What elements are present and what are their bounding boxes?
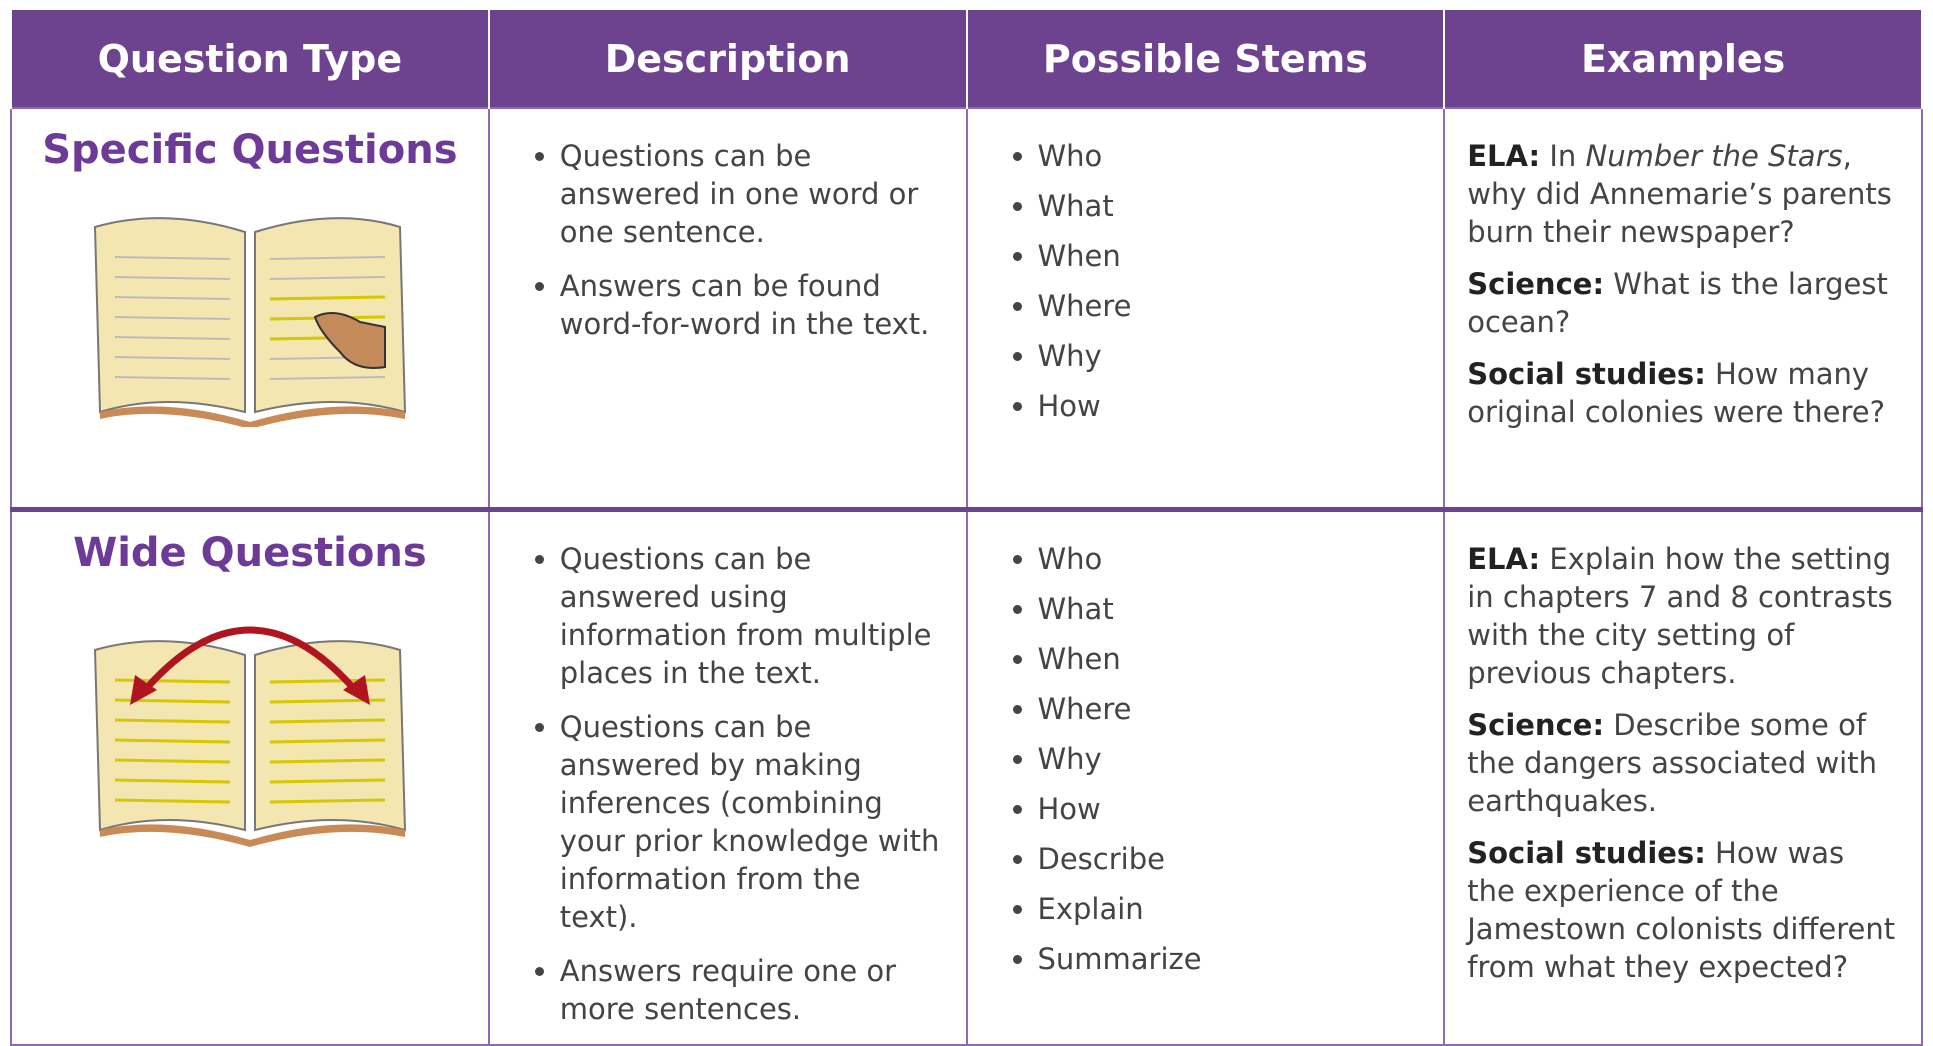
example-label: Science: <box>1467 708 1605 742</box>
example-label: ELA: <box>1467 139 1541 173</box>
column-header: Question Type <box>10 10 490 108</box>
description-item: Questions can be answered using informat… <box>560 540 944 692</box>
stem-item: What <box>1038 590 1422 628</box>
stem-item: Where <box>1038 690 1422 728</box>
type-cell: Specific Questions <box>10 107 490 512</box>
stems-cell: Who What When Where Why How Describe Explain Sum… <box>965 508 1446 1046</box>
question-type: Specific Questions <box>42 127 458 173</box>
example-label: ELA: <box>1467 542 1541 576</box>
example-label: Science: <box>1467 267 1605 301</box>
example-text: Explain how the setting in chapters 7 an… <box>1467 542 1893 690</box>
question-table: Question Type Description Possible Stems Ex… <box>10 10 1923 1046</box>
book-pointing-illustration <box>93 217 406 429</box>
stem-item: How <box>1038 387 1422 425</box>
example: ELA: In Number the Stars, why did Annema… <box>1467 137 1899 251</box>
stem-item: Why <box>1038 337 1422 375</box>
stem-item: Who <box>1038 540 1422 578</box>
table-row: Specific Questions Questions can be answ… <box>10 107 1923 512</box>
example-text: In <box>1549 139 1586 173</box>
stem-item: Summarize <box>1038 940 1422 978</box>
description-item: Answers require one or more sentences. <box>560 952 944 1028</box>
stem-item: How <box>1038 790 1422 828</box>
description-item: Answers can be found word-for-word in th… <box>560 267 944 343</box>
stem-item: Why <box>1038 740 1422 778</box>
description-item: Questions can be answered by making infe… <box>560 708 944 936</box>
description-cell: Questions can be answered using informat… <box>487 508 968 1046</box>
example: Science: What is the largest ocean? <box>1467 265 1899 341</box>
description-cell: Questions can be answered in one word or… <box>487 107 968 512</box>
example: Science: Describe some of the dangers as… <box>1467 706 1899 820</box>
example: ELA: Explain how the setting in chapters… <box>1467 540 1899 692</box>
column-header: Description <box>487 10 968 108</box>
type-cell: Wide Questions <box>10 508 490 1046</box>
example-text: What is the largest ocean? <box>1467 267 1888 339</box>
examples-cell: ELA: In Number the Stars, why did Annema… <box>1443 107 1923 512</box>
stem-item: Describe <box>1038 840 1422 878</box>
question-type: Wide Questions <box>73 530 427 576</box>
stem-item: Who <box>1038 137 1422 175</box>
stems-list: Who What When Where Why How Describe Explain Sum… <box>990 540 1422 978</box>
examples-cell: ELA: Explain how the setting in chapters… <box>1443 508 1923 1046</box>
book-arrow-illustration <box>93 626 406 847</box>
stem-item: Where <box>1038 287 1422 325</box>
example-book-title: Number the Stars <box>1585 139 1843 173</box>
column-header: Possible Stems <box>965 10 1446 108</box>
description-list: Questions can be answered in one word or… <box>512 137 944 343</box>
example: Social studies: How was the experience o… <box>1467 834 1899 986</box>
stem-item: When <box>1038 640 1422 678</box>
stem-item: What <box>1038 187 1422 225</box>
example-text: Describe some of the dangers associated … <box>1467 708 1877 818</box>
example: Social studies: How many original coloni… <box>1467 355 1899 431</box>
example-label: Social studies: <box>1467 836 1706 870</box>
example-label: Social studies: <box>1467 357 1706 391</box>
column-header: Examples <box>1443 10 1923 108</box>
example-text: , why did Annemarie’s parents burn their… <box>1467 139 1892 249</box>
description-item: Questions can be answered in one word or… <box>560 137 944 251</box>
description-list: Questions can be answered using informat… <box>512 540 944 1028</box>
example-text: How was the experience of the Jamestown … <box>1467 836 1896 984</box>
stems-list: Who What When Where Why How <box>990 137 1422 425</box>
stem-item: Explain <box>1038 890 1422 928</box>
example-text: How many original colonies were there? <box>1467 357 1885 429</box>
stems-cell: Who What When Where Why How <box>965 107 1446 512</box>
stem-item: When <box>1038 237 1422 275</box>
table-row: Wide Questions Questions can be answered… <box>10 508 1923 1046</box>
